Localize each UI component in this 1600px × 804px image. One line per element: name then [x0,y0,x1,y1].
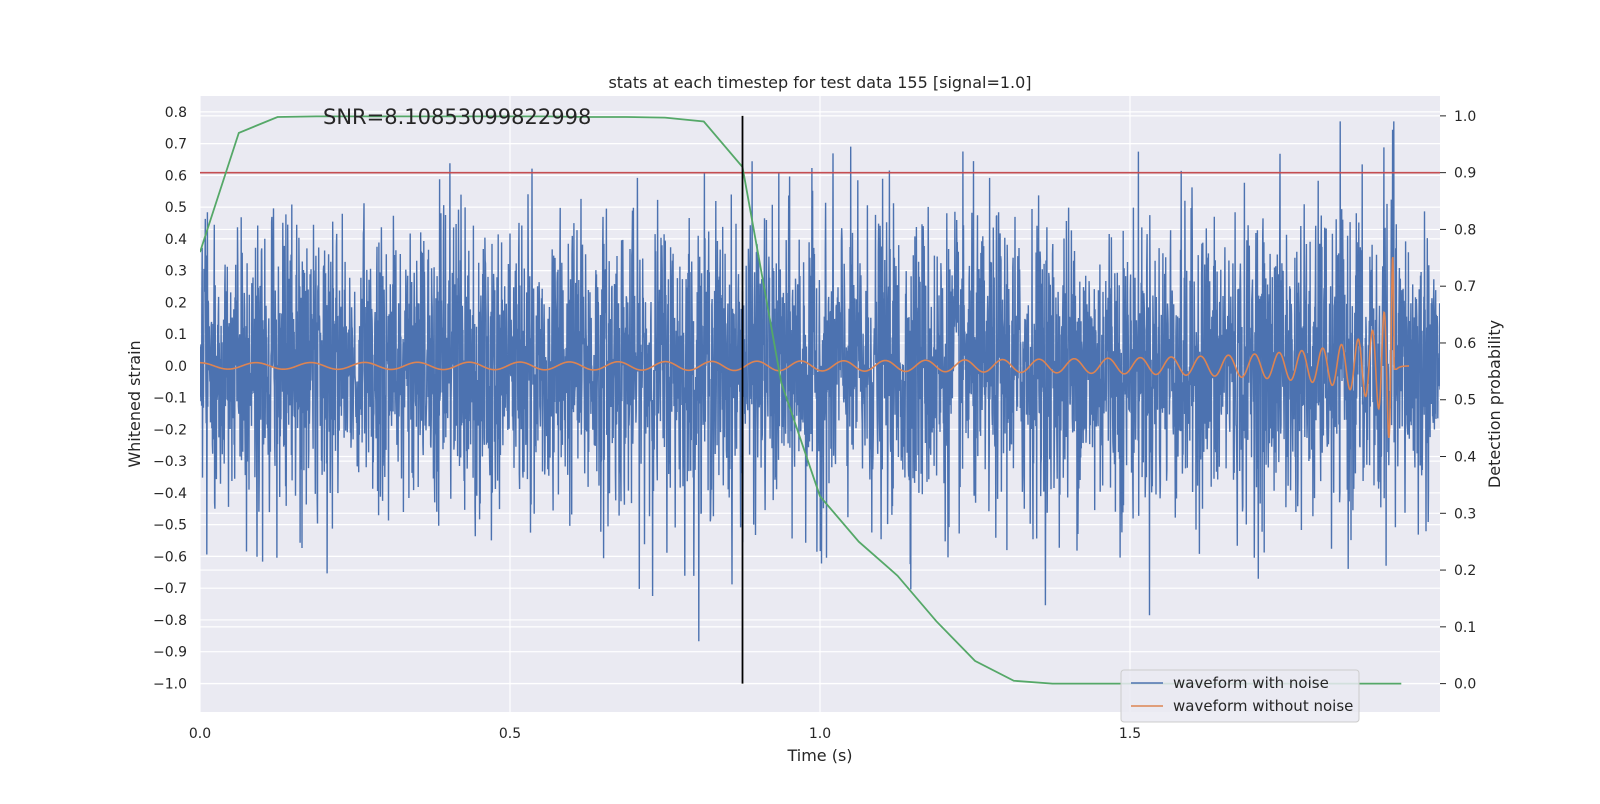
y2-tick-label: 0.3 [1454,506,1476,522]
x-tick-label: 1.5 [1119,726,1141,742]
y2-tick-label: 0.2 [1454,563,1476,579]
y-tick-label: −0.8 [153,613,187,629]
y2-tick-label: 0.5 [1454,393,1476,409]
y-tick-label: 0.3 [165,264,187,280]
legend-box [1120,669,1360,723]
y-tick-label: −0.3 [153,454,187,470]
y-axis-label: Whitened strain [125,340,144,467]
snr-annotation: SNR=8.10853099822998 [323,105,591,129]
y2-axis-label: Detection probability [1485,320,1504,488]
y-tick-label: 0.1 [165,327,187,343]
y-tick-label: −0.7 [153,581,187,597]
x-axis-label: Time (s) [786,746,852,765]
y-tick-label: 0.4 [165,232,187,248]
y-tick-label: 0.0 [165,359,187,375]
chart-title: stats at each timestep for test data 155… [608,73,1031,92]
tick-labels: 0.8 0.7 0.6 0.5 0.4 0.3 0.2 0.1 0.0 −0.1 −0.2 −0.3 −… [153,105,1476,742]
y2-tick-label: 0.8 [1454,222,1476,238]
y-tick-label: −0.4 [153,486,187,502]
legend-label-noisy: waveform with noise [1173,674,1329,692]
y-tick-label: 0.7 [165,137,187,153]
y2-tick-label: 0.6 [1454,336,1476,352]
y2-tick-label: 0.4 [1454,450,1476,466]
legend-label-clean: waveform without noise [1173,697,1353,715]
legend: waveform with noise waveform without noi… [1120,669,1360,723]
x-tick-label: 0.0 [189,726,211,742]
series-waveform-with-noise [200,121,1440,642]
y2-tick-label: 0.0 [1454,677,1476,693]
y2-tick-label: 0.7 [1454,279,1476,295]
y-tick-label: 0.2 [165,295,187,311]
y-tick-label: 0.5 [165,200,187,216]
x-tick-label: 1.0 [809,726,831,742]
y-tick-label: −0.5 [153,518,187,534]
y2-tick-label: 0.1 [1454,620,1476,636]
series-waveform-without-noise [200,256,1410,439]
y-tick-label: −0.6 [153,549,187,565]
y-tick-label: −1.0 [153,676,187,692]
y2-tick-label: 1.0 [1454,109,1476,125]
y-tick-label: −0.9 [153,645,187,661]
x-tick-label: 0.5 [499,726,521,742]
y-tick-label: −0.1 [153,391,187,407]
y-tick-label: −0.2 [153,422,187,438]
y-tick-label: 0.6 [165,168,187,184]
y-tick-label: 0.8 [165,105,187,121]
y2-tick-label: 0.9 [1454,166,1476,182]
